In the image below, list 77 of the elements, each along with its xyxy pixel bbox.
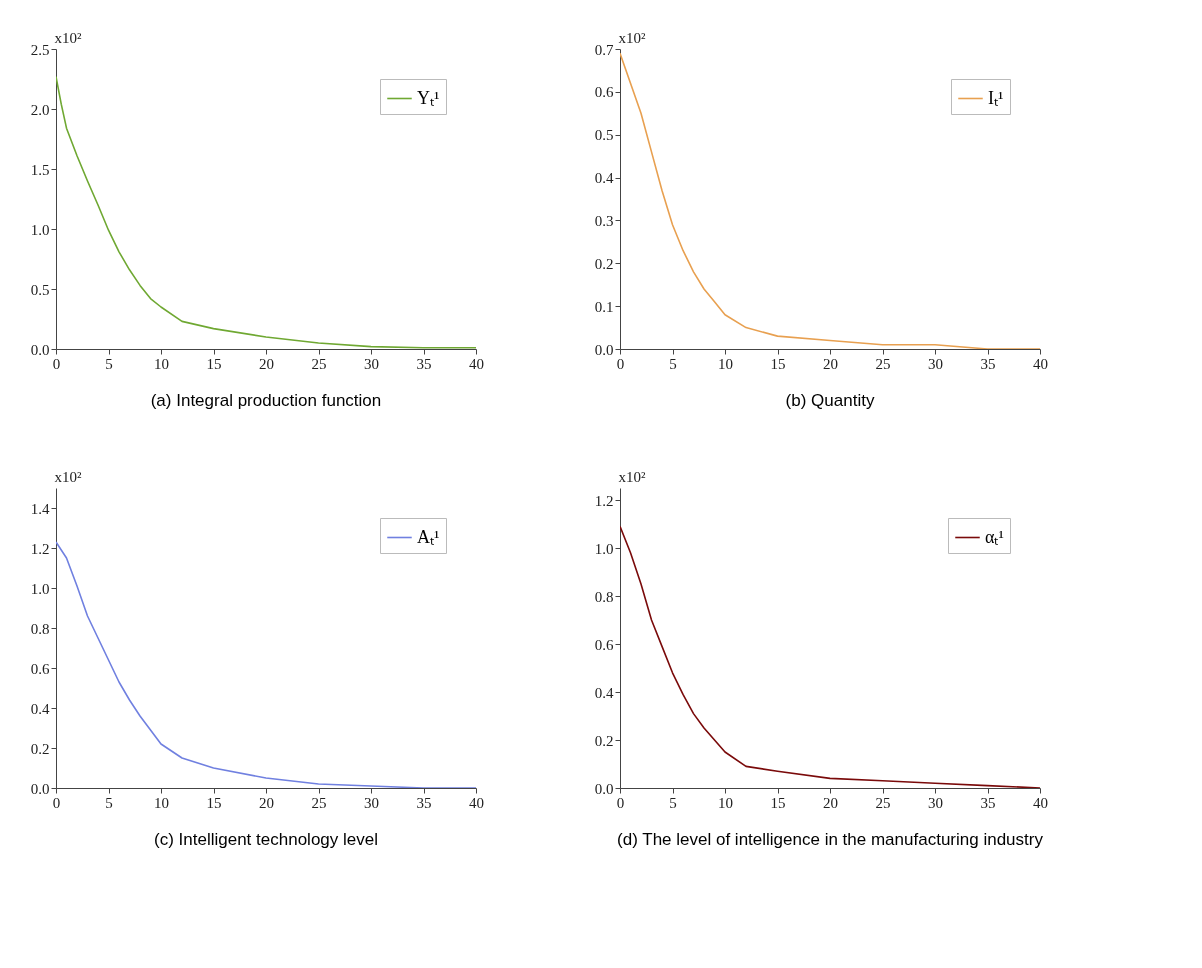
y-tick-label: 1.2 bbox=[30, 540, 50, 557]
x-tick-label: 30 bbox=[364, 355, 379, 372]
y-tick-label: 0.6 bbox=[594, 84, 614, 101]
x-tick-label: 40 bbox=[1033, 355, 1048, 372]
text: (d) The level of intelligence in the manufacturing industry bbox=[617, 830, 1044, 849]
x-tick-label: 35 bbox=[416, 355, 432, 372]
x-tick-label: 0 bbox=[52, 355, 61, 372]
x-tick-label: 0 bbox=[616, 355, 625, 372]
y-axis-title: x10² bbox=[54, 29, 82, 46]
y-axis-title: x10² bbox=[618, 468, 646, 485]
y-tick-label: 0.0 bbox=[594, 341, 614, 358]
legend-label: αₜ¹ bbox=[985, 526, 1004, 547]
text: (a) Integral production function bbox=[150, 391, 382, 410]
x-tick-label: 35 bbox=[416, 794, 432, 811]
y-tick-label: 0.3 bbox=[594, 212, 614, 229]
x-tick-label: 0 bbox=[616, 794, 625, 811]
x-tick-label: 30 bbox=[928, 794, 943, 811]
y-tick-label: 0.5 bbox=[30, 281, 50, 298]
y-tick-label: 1.4 bbox=[30, 500, 50, 517]
y-tick-label: 0.4 bbox=[594, 684, 614, 701]
x-tick-label: 15 bbox=[206, 355, 222, 372]
y-tick-label: 0.2 bbox=[594, 732, 614, 749]
x-tick-label: 40 bbox=[1033, 794, 1048, 811]
y-tick-label: 0.8 bbox=[594, 588, 614, 605]
text: (b) Quantity bbox=[785, 391, 875, 410]
x-tick-label: 40 bbox=[469, 355, 484, 372]
y-tick-label: 0.2 bbox=[594, 255, 614, 272]
x-tick-label: 15 bbox=[206, 794, 222, 811]
legend-label: Aₜ¹ bbox=[417, 526, 440, 547]
x-tick-label: 10 bbox=[718, 794, 733, 811]
y-tick-label: 0.2 bbox=[30, 740, 50, 757]
y-tick-label: 2.0 bbox=[30, 101, 50, 118]
x-tick-label: 25 bbox=[311, 794, 327, 811]
y-tick-label: 1.0 bbox=[30, 221, 50, 238]
y-tick-label: 1.2 bbox=[594, 492, 614, 509]
y-tick-label: 2.5 bbox=[30, 41, 50, 58]
y-tick-label: 0.1 bbox=[594, 298, 614, 315]
x-tick-label: 10 bbox=[154, 355, 169, 372]
y-tick-label: 0.4 bbox=[30, 700, 50, 717]
x-tick-label: 20 bbox=[259, 355, 274, 372]
y-tick-label: 0.8 bbox=[30, 620, 50, 637]
y-tick-label: 1.0 bbox=[30, 580, 50, 597]
x-tick-label: 20 bbox=[259, 794, 274, 811]
x-tick-label: 10 bbox=[718, 355, 733, 372]
y-axis-title: x10² bbox=[618, 29, 646, 46]
x-tick-label: 5 bbox=[669, 794, 677, 811]
y-tick-label: 0.0 bbox=[30, 341, 50, 358]
y-tick-label: 0.5 bbox=[594, 127, 614, 144]
x-tick-label: 40 bbox=[469, 794, 484, 811]
x-tick-label: 5 bbox=[669, 355, 677, 372]
x-tick-label: 15 bbox=[770, 355, 786, 372]
legend-label: Yₜ¹ bbox=[417, 87, 440, 108]
x-tick-label: 15 bbox=[770, 794, 786, 811]
x-tick-label: 10 bbox=[154, 794, 169, 811]
y-tick-label: 0.6 bbox=[30, 660, 50, 677]
y-tick-label: 0.0 bbox=[30, 780, 50, 797]
y-tick-label: 0.4 bbox=[594, 170, 614, 187]
x-tick-label: 25 bbox=[311, 355, 327, 372]
y-axis-title: x10² bbox=[54, 468, 82, 485]
x-tick-label: 20 bbox=[823, 794, 838, 811]
x-tick-label: 35 bbox=[980, 355, 996, 372]
x-tick-label: 20 bbox=[823, 355, 838, 372]
x-tick-label: 5 bbox=[105, 794, 113, 811]
y-tick-label: 0.7 bbox=[594, 41, 614, 58]
x-tick-label: 0 bbox=[52, 794, 61, 811]
x-tick-label: 25 bbox=[875, 794, 891, 811]
y-tick-label: 1.0 bbox=[594, 540, 614, 557]
x-tick-label: 30 bbox=[928, 355, 943, 372]
y-tick-label: 1.5 bbox=[30, 161, 50, 178]
x-tick-label: 25 bbox=[875, 355, 891, 372]
x-tick-label: 35 bbox=[980, 794, 996, 811]
x-tick-label: 30 bbox=[364, 794, 379, 811]
y-tick-label: 0.6 bbox=[594, 636, 614, 653]
legend-label: Iₜ¹ bbox=[988, 87, 1004, 108]
x-tick-label: 5 bbox=[105, 355, 113, 372]
y-tick-label: 0.0 bbox=[594, 780, 614, 797]
text: (c) Intelligent technology level bbox=[154, 830, 378, 849]
